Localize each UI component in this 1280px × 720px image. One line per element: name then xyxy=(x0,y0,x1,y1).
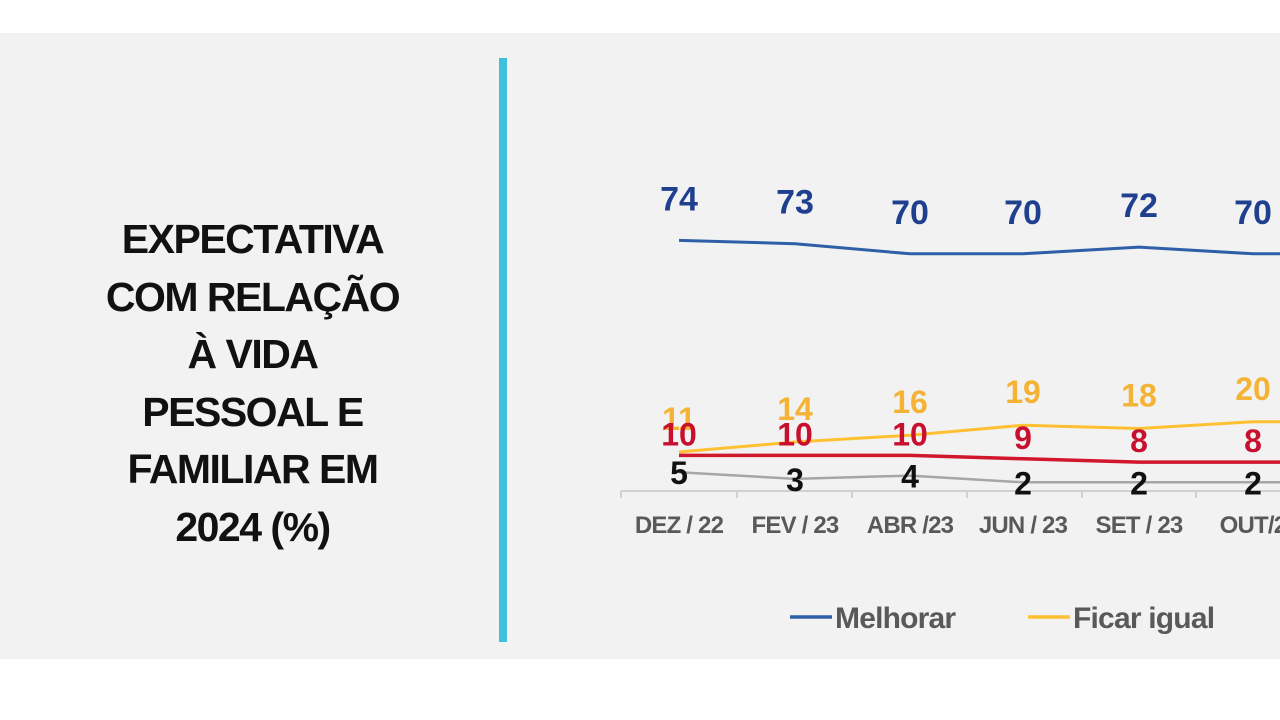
data-label: 10 xyxy=(777,416,813,452)
x-tick-label: FEV / 23 xyxy=(752,512,839,539)
data-label: 11 xyxy=(662,401,696,437)
title-line: FAMILIAR EM xyxy=(127,446,379,492)
chart-title: EXPECTATIVA COM RELAÇÃO À VIDA PESSOAL E… xyxy=(40,211,465,556)
data-label: 73 xyxy=(776,184,814,222)
data-label: 2 xyxy=(1244,465,1262,501)
data-label: 2 xyxy=(1130,465,1148,501)
data-label: 2 xyxy=(1014,465,1032,501)
title-line: À VIDA xyxy=(187,331,319,377)
title-line: COM RELAÇÃO xyxy=(105,273,401,320)
data-label: 8 xyxy=(1130,423,1148,459)
data-label: 74 xyxy=(660,180,698,218)
data-label: 5 xyxy=(670,455,688,491)
divider-bar xyxy=(499,58,507,642)
data-label: 70 xyxy=(1004,194,1042,232)
title-line: EXPECTATIVA xyxy=(121,216,385,262)
data-label: 9 xyxy=(1014,420,1032,456)
data-label: 72 xyxy=(1120,187,1158,225)
chart-panel: EXPECTATIVA COM RELAÇÃO À VIDA PESSOAL E… xyxy=(0,33,1280,659)
x-tick-label: OUT/2 xyxy=(1220,512,1280,539)
x-tick-label: DEZ / 22 xyxy=(635,512,724,539)
legend-label: Ficar igual xyxy=(1073,602,1214,635)
data-label: 18 xyxy=(1121,378,1157,414)
data-label: 4 xyxy=(901,459,919,495)
title-line: 2024 (%) xyxy=(175,503,331,550)
data-label: 10 xyxy=(892,416,928,452)
data-label: 19 xyxy=(1005,374,1041,410)
data-label: 8 xyxy=(1244,423,1262,459)
data-label: 3 xyxy=(786,462,804,498)
x-tick-label: SET / 23 xyxy=(1096,512,1183,539)
legend-label: Melhorar xyxy=(835,602,956,635)
data-label: 14 xyxy=(777,391,813,427)
data-label: 16 xyxy=(892,384,928,420)
x-tick-label: JUN / 23 xyxy=(979,512,1068,539)
series-line xyxy=(678,470,1280,484)
data-label: 10 xyxy=(661,416,697,452)
data-label: 70 xyxy=(1234,194,1272,232)
series-line xyxy=(678,238,1280,256)
x-tick-label: ABR /23 xyxy=(867,512,954,539)
data-label: 20 xyxy=(1235,371,1271,407)
line-chart: DEZ / 22 FEV / 23 ABR /23 JUN / 23 SET / 23 O… xyxy=(620,180,1280,635)
series-line xyxy=(678,420,1280,454)
data-label: 70 xyxy=(891,194,929,232)
series-line xyxy=(679,453,1280,464)
title-line: PESSOAL E xyxy=(142,388,364,435)
